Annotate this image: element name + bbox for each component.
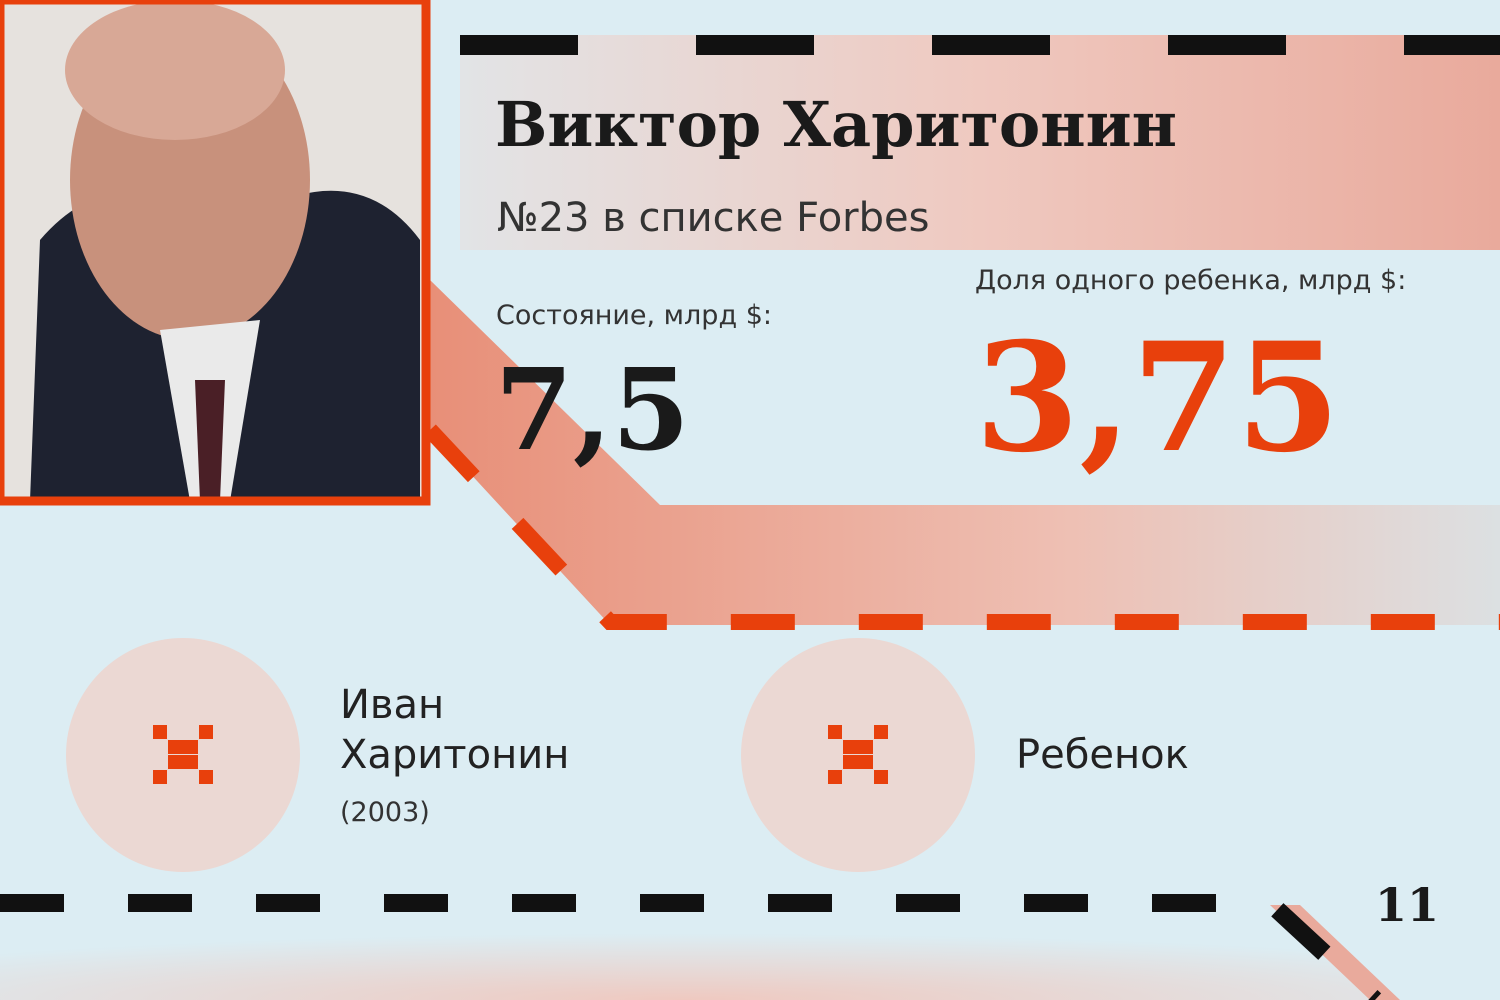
bottom-band [0, 905, 1370, 1000]
share-label: Доля одного ребенка, млрд $: [975, 265, 1407, 296]
wealth-label: Состояние, млрд $: [496, 300, 772, 331]
bottom-dashed-line [0, 894, 1382, 1000]
child-1-year: (2003) [340, 797, 430, 828]
orange-dashed-line [424, 424, 1500, 630]
child-1-avatar [66, 638, 300, 872]
page-number: 11 [1375, 878, 1440, 932]
wealth-value: 7,5 [495, 345, 690, 476]
child-2-avatar [741, 638, 975, 872]
person-name: Виктор Харитонин [495, 88, 1177, 161]
top-band [460, 35, 1500, 250]
share-value: 3,75 [975, 310, 1341, 486]
child-1-name: Иван Харитонин [340, 682, 570, 778]
diagonal-band [430, 280, 1500, 625]
forbes-rank: №23 в списке Forbes [497, 195, 930, 241]
portrait [0, 0, 431, 506]
child-2-name: Ребенок [1016, 732, 1189, 778]
